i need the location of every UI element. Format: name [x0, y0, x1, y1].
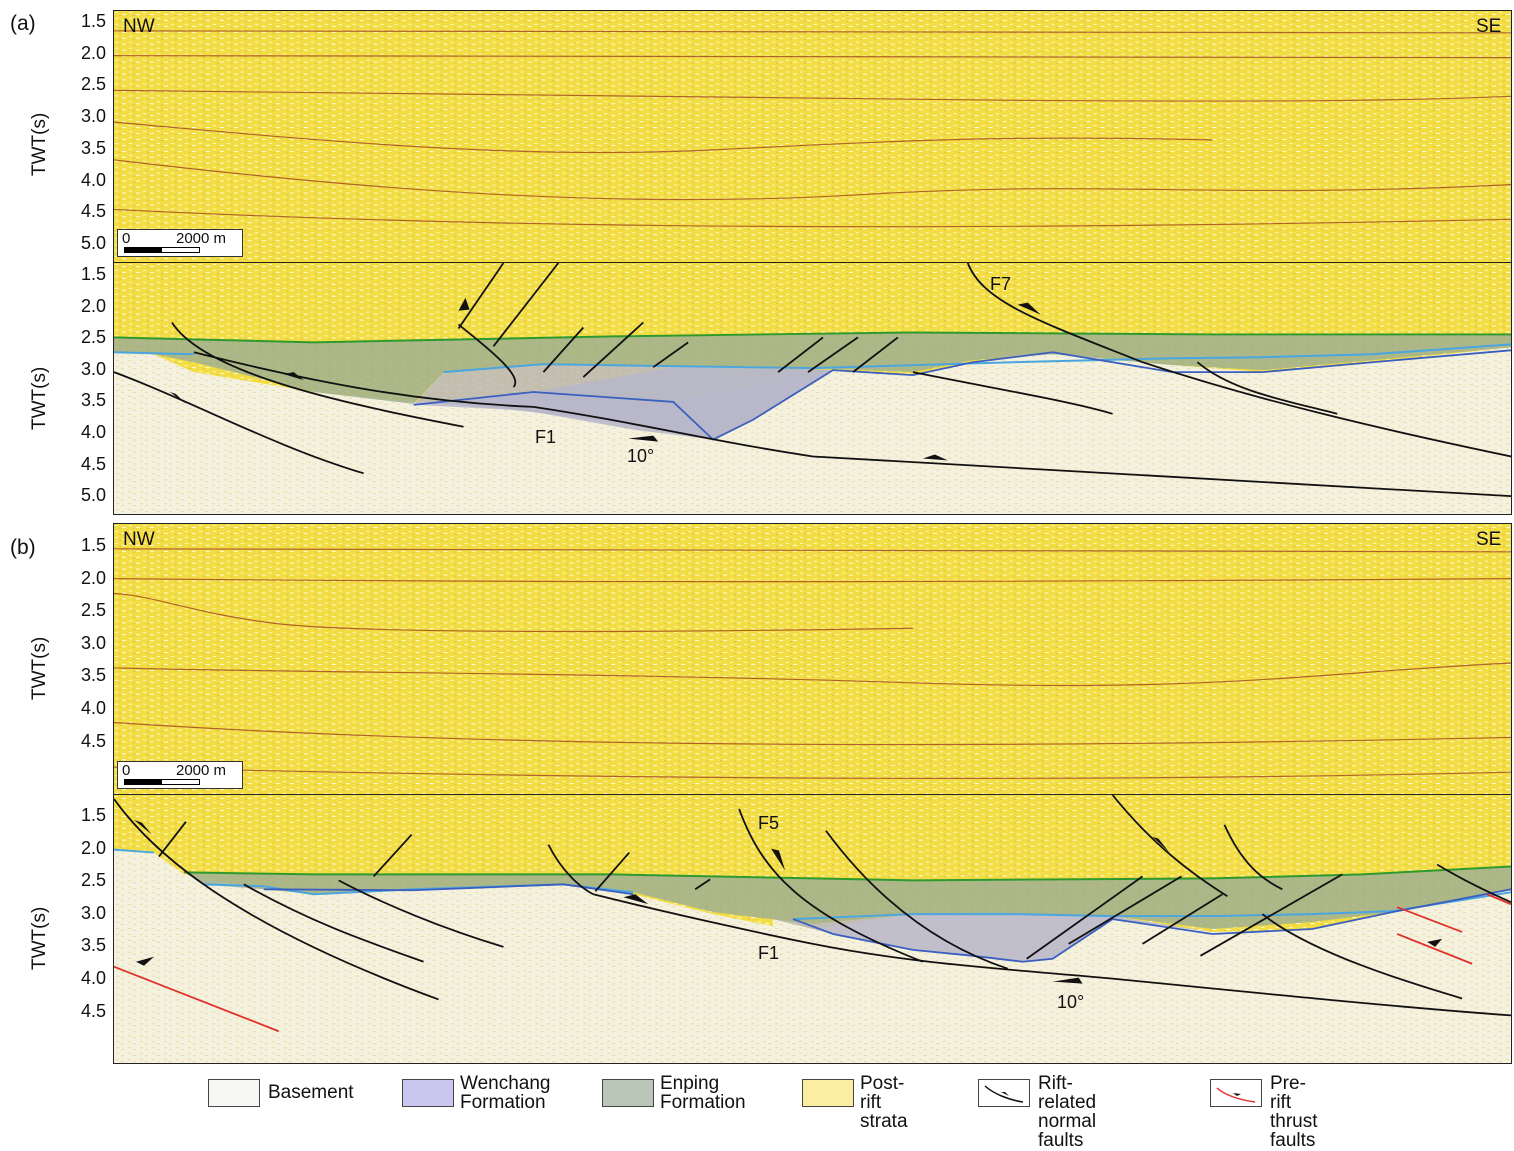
- y-tick-label: 5.0: [80, 232, 106, 253]
- enping-area: [183, 866, 1511, 929]
- fault-label-f1: F1: [758, 943, 780, 963]
- panel-b-se-label: SE: [1476, 529, 1502, 550]
- y-tick-label: 3.5: [80, 390, 106, 411]
- legend-label: Basement: [268, 1082, 354, 1103]
- basement-area-right: [413, 347, 1511, 514]
- panel-a-scale-bar: 0 2000 m: [117, 229, 243, 257]
- scale-zero: 0: [122, 230, 131, 247]
- fault-angle-label: 10°: [1057, 992, 1085, 1012]
- y-tick-label: 4.5: [80, 453, 106, 474]
- panel-a-seismic-raw: [113, 10, 1512, 263]
- y-tick-label: 2.0: [80, 567, 106, 588]
- y-tick-label: 2.5: [80, 600, 106, 621]
- panel-b-seismic-raw: [113, 523, 1512, 795]
- scale-zero: 0: [122, 762, 131, 779]
- enping-area: [114, 332, 1511, 404]
- y-tick-label: 4.0: [80, 169, 106, 190]
- scale-text: 2000 m: [176, 230, 227, 247]
- y-tick-label: 1.5: [80, 11, 106, 31]
- y-tick-label: 4.0: [80, 968, 106, 988]
- panel-a-seismic-interpreted: [113, 262, 1512, 515]
- panel-b-nw-label: NW: [123, 529, 155, 550]
- y-tick-label: 3.0: [80, 632, 106, 653]
- panel-a-nw-label: NW: [123, 16, 155, 37]
- legend-label: Rift-related normal faults: [1038, 1073, 1097, 1151]
- y-tick-label: 4.5: [80, 730, 106, 751]
- panel-b-seismic-interpreted: [113, 794, 1512, 1064]
- y-tick-label: 1.5: [80, 805, 106, 825]
- y-tick-label: 1.5: [80, 535, 106, 555]
- y-tick-label: 3.5: [80, 665, 106, 686]
- basement-swatch: [208, 1079, 260, 1107]
- fault-angle-label: 10°: [627, 446, 655, 466]
- y-tick-label: 4.5: [80, 201, 106, 222]
- y-tick-label: 3.0: [80, 358, 106, 379]
- scale-bar-graphic: [124, 779, 200, 785]
- legend-label: Enping Formation: [660, 1073, 746, 1113]
- wenchang-swatch: [402, 1079, 454, 1107]
- y-tick-label: 3.0: [80, 902, 106, 923]
- panel-b-scale-bar: 0 2000 m: [117, 761, 243, 789]
- y-tick-label: 2.5: [80, 327, 106, 348]
- y-tick-label: 2.5: [80, 870, 106, 891]
- y-tick-label: 3.5: [80, 935, 106, 956]
- red-fault-icon: [1210, 1079, 1262, 1107]
- y-tick-label: 2.0: [80, 42, 106, 63]
- legend: Basement Wenchang Formation Enping Formati…: [0, 1069, 1514, 1150]
- y-tick-label: 3.5: [80, 137, 106, 158]
- y-tick-label: 4.0: [80, 698, 106, 718]
- y-tick-label: 1.5: [80, 264, 106, 284]
- legend-label: Post-rift strata: [860, 1073, 908, 1132]
- y-tick-label: 2.0: [80, 295, 106, 316]
- black-fault-icon: [978, 1079, 1030, 1107]
- post-rift-swatch: [802, 1079, 854, 1107]
- panel-a-letter: (a): [10, 12, 36, 35]
- y-tick-label: 5.0: [80, 485, 106, 506]
- legend-label: Pre-rift thrust faults: [1270, 1073, 1318, 1151]
- y-tick-label: 3.0: [80, 106, 106, 127]
- legend-label: Wenchang Formation: [460, 1073, 551, 1113]
- enping-swatch: [602, 1079, 654, 1107]
- scale-bar-graphic: [124, 247, 200, 253]
- fault-label-f1: F1: [535, 427, 557, 447]
- scale-text: 2000 m: [176, 762, 227, 779]
- fault-label-f5: F5: [758, 813, 780, 833]
- y-tick-label: 4.5: [80, 1000, 106, 1021]
- fault-label-f7: F7: [990, 274, 1012, 294]
- y-tick-label: 4.0: [80, 422, 106, 442]
- panel-a-se-label: SE: [1476, 16, 1502, 37]
- y-tick-label: 2.5: [80, 74, 106, 95]
- y-tick-label: 2.0: [80, 837, 106, 858]
- panel-b-letter: (b): [10, 536, 36, 559]
